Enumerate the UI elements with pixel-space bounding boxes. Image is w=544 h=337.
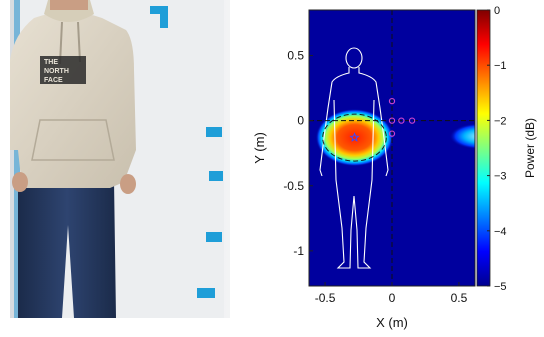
drawstring — [77, 21, 81, 63]
power-heatmap-chart: -0.5 0 0.5 0.5 0 -0.5 -1 X (m) Y (m) 0 −1 −2 −3 −… — [252, 5, 537, 330]
antenna-marker — [398, 117, 405, 124]
colorbar-tick-label: −5 — [494, 281, 507, 293]
right-hand — [120, 174, 136, 194]
logo-text: FACE — [44, 77, 63, 84]
y-tick-label: -1 — [293, 244, 304, 258]
colorbar-tick-label: −3 — [494, 171, 507, 183]
logo-text: THE — [44, 59, 58, 66]
colorbar-tick-label: −1 — [494, 60, 507, 72]
y-tick-label: 0.5 — [287, 49, 304, 63]
x-axis-label: X (m) — [376, 315, 408, 330]
antenna-marker — [408, 117, 416, 124]
contour-line — [322, 113, 387, 162]
hoodie-logo: THE NORTH FACE — [40, 56, 86, 84]
y-tick-label: 0 — [297, 114, 304, 128]
x-tick-label: -0.5 — [315, 291, 336, 305]
face — [50, 0, 88, 10]
colorbar — [476, 9, 491, 287]
colorbar-tick-label: 0 — [494, 5, 500, 17]
power-hotspot — [449, 123, 475, 150]
left-hand — [12, 172, 28, 192]
peak-star-marker — [349, 132, 360, 142]
hoodie — [10, 12, 136, 188]
colorbar-tick-label: −2 — [494, 115, 507, 127]
blue-tape — [14, 0, 223, 318]
colorbar-label: Power (dB) — [523, 118, 537, 178]
jeans — [18, 180, 116, 318]
antenna-marker — [388, 130, 396, 137]
y-tick-label: -0.5 — [283, 179, 304, 193]
x-tick-label: 0.5 — [451, 291, 468, 305]
colorbar-tick-label: −4 — [494, 226, 507, 238]
logo-text: NORTH — [44, 68, 69, 75]
antenna-marker — [388, 117, 396, 124]
hoodie-pocket — [31, 119, 115, 161]
y-axis-label: Y (m) — [252, 132, 267, 164]
body-outline — [319, 47, 389, 269]
x-tick-label: 0 — [389, 291, 396, 305]
antenna-marker — [388, 97, 396, 105]
person-photo: THE NORTH FACE — [10, 0, 230, 318]
